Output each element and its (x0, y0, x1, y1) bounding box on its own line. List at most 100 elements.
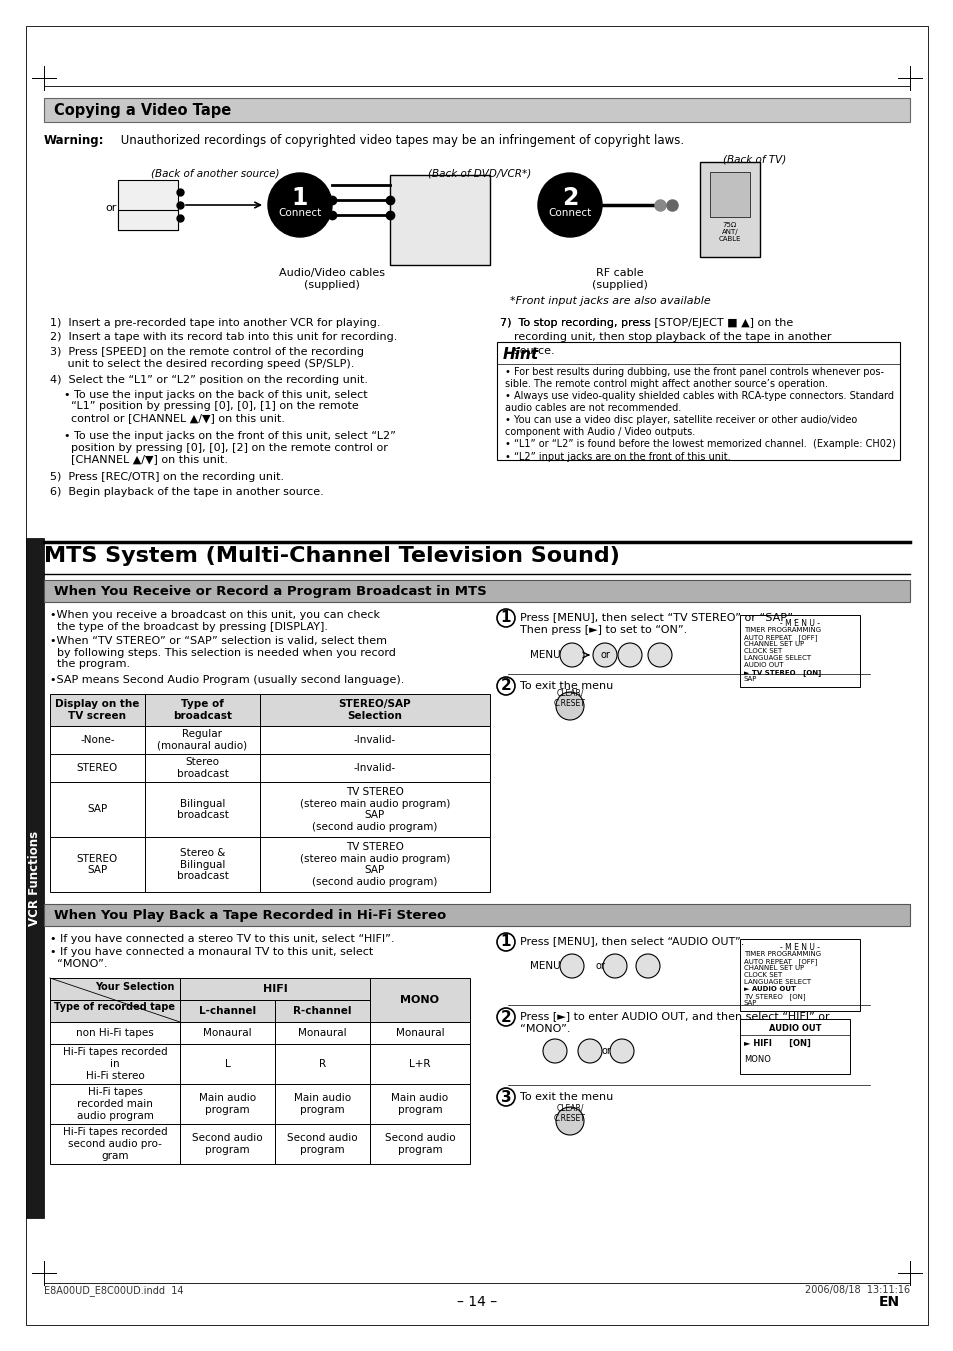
Text: 2: 2 (500, 1009, 511, 1024)
Text: Hi-Fi tapes recorded
second audio pro-
gram: Hi-Fi tapes recorded second audio pro- g… (63, 1127, 167, 1161)
Text: Copying a Video Tape: Copying a Video Tape (54, 103, 231, 118)
Text: Second audio
program: Second audio program (287, 1133, 357, 1155)
Text: R-channel: R-channel (293, 1006, 352, 1016)
Text: Second audio
program: Second audio program (192, 1133, 262, 1155)
Bar (260, 782, 490, 838)
Bar (740, 1019, 849, 1074)
Text: 1)  Insert a pre-recorded tape into another VCR for playing.: 1) Insert a pre-recorded tape into anoth… (50, 317, 380, 328)
Text: ► AUDIO OUT: ► AUDIO OUT (743, 986, 795, 992)
Bar (370, 1124, 470, 1165)
Text: MTS System (Multi-Channel Television Sound): MTS System (Multi-Channel Television Sou… (44, 546, 619, 566)
Text: source.: source. (499, 346, 554, 357)
Text: or: or (595, 961, 604, 971)
Text: MONO: MONO (743, 1055, 770, 1065)
Text: 1: 1 (500, 611, 511, 626)
Text: CLOCK SET: CLOCK SET (743, 648, 781, 654)
Bar (145, 838, 260, 892)
Circle shape (602, 954, 626, 978)
Bar (145, 782, 260, 838)
Text: VCR Functions: VCR Functions (29, 831, 42, 925)
Text: -Invalid-: -Invalid- (354, 763, 395, 773)
Text: STEREO
SAP: STEREO SAP (77, 854, 118, 875)
Text: LANGUAGE SELECT: LANGUAGE SELECT (743, 979, 810, 985)
Text: Stereo
broadcast: Stereo broadcast (176, 757, 228, 778)
Text: Main audio
program: Main audio program (294, 1093, 351, 1115)
Text: CHANNEL SET UP: CHANNEL SET UP (743, 640, 803, 647)
Text: CLOCK SET: CLOCK SET (743, 971, 781, 978)
Text: - M E N U -: - M E N U - (780, 619, 820, 628)
Text: Type of
broadcast: Type of broadcast (172, 700, 232, 721)
Text: Unauthorized recordings of copyrighted video tapes may be an infringement of cop: Unauthorized recordings of copyrighted v… (117, 134, 683, 147)
Bar (370, 978, 470, 1021)
Circle shape (497, 609, 515, 627)
Text: Connect: Connect (548, 208, 591, 218)
Text: – 14 –: – 14 – (456, 1296, 497, 1309)
Bar (50, 1084, 180, 1124)
Circle shape (559, 954, 583, 978)
Circle shape (537, 173, 601, 236)
Circle shape (497, 1008, 515, 1025)
Text: • If you have connected a monaural TV to this unit, select
  “MONO”.: • If you have connected a monaural TV to… (50, 947, 373, 969)
Circle shape (556, 692, 583, 720)
Text: Press [MENU], then select “TV STEREO” or “SAP”.: Press [MENU], then select “TV STEREO” or… (519, 612, 796, 621)
Text: • For best results during dubbing, use the front panel controls whenever pos-
si: • For best results during dubbing, use t… (504, 367, 883, 389)
Text: • If you have connected a stereo TV to this unit, select “HIFI”.: • If you have connected a stereo TV to t… (50, 934, 395, 944)
Bar (44, 580, 909, 603)
Text: • To use the input jacks on the back of this unit, select
      “L1” position by: • To use the input jacks on the back of … (50, 389, 367, 423)
Bar (370, 1044, 470, 1084)
Bar (700, 162, 760, 257)
Bar (145, 694, 260, 725)
Text: When You Receive or Record a Program Broadcast in MTS: When You Receive or Record a Program Bro… (54, 585, 486, 597)
Text: Main audio
program: Main audio program (391, 1093, 448, 1115)
Text: *Front input jacks are also available: *Front input jacks are also available (510, 296, 710, 305)
Text: 7)  To stop recording, press: 7) To stop recording, press (499, 317, 654, 328)
Text: Your Selection: Your Selection (95, 982, 174, 992)
Text: TV STEREO
(stereo main audio program)
SAP
(second audio program): TV STEREO (stereo main audio program) SA… (299, 842, 450, 886)
Text: ► HIFI      [ON]: ► HIFI [ON] (743, 1039, 810, 1048)
Text: Press [MENU], then select “AUDIO OUT”.: Press [MENU], then select “AUDIO OUT”. (519, 936, 743, 946)
Circle shape (497, 1088, 515, 1106)
Text: Monaural: Monaural (203, 1028, 252, 1038)
Text: R: R (318, 1059, 326, 1069)
Text: AUDIO OUT: AUDIO OUT (768, 1024, 821, 1034)
Bar (180, 1124, 274, 1165)
Text: 1: 1 (292, 186, 308, 209)
Bar (274, 1124, 370, 1165)
Text: HIFI: HIFI (262, 984, 287, 994)
Text: 3)  Press [SPEED] on the remote control of the recording
     unit to select the: 3) Press [SPEED] on the remote control o… (50, 347, 364, 369)
Text: (Back of TV): (Back of TV) (722, 154, 786, 163)
Text: AUTO REPEAT   [OFF]: AUTO REPEAT [OFF] (743, 958, 817, 965)
Text: • To use the input jacks on the front of this unit, select “L2”
      position b: • To use the input jacks on the front of… (50, 431, 395, 465)
Bar (118, 180, 178, 230)
Bar (50, 782, 145, 838)
Bar (390, 176, 490, 265)
Circle shape (559, 643, 583, 667)
Text: 2006/08/18  13:11:16: 2006/08/18 13:11:16 (804, 1285, 909, 1296)
Circle shape (497, 934, 515, 951)
Text: MONO: MONO (400, 994, 439, 1005)
Text: • “L1” or “L2” is found before the lowest memorized channel.  (Example: CH02): • “L1” or “L2” is found before the lowes… (504, 439, 895, 449)
Text: LANGUAGE SELECT: LANGUAGE SELECT (743, 655, 810, 661)
Text: E8A00UD_E8C00UD.indd  14: E8A00UD_E8C00UD.indd 14 (44, 1285, 183, 1296)
Bar (274, 1084, 370, 1124)
Text: or: or (599, 650, 609, 661)
Text: To exit the menu: To exit the menu (519, 681, 613, 690)
Text: “MONO”.: “MONO”. (519, 1024, 570, 1034)
Text: Press [►] to enter AUDIO OUT, and then select “HIFI” or: Press [►] to enter AUDIO OUT, and then s… (519, 1011, 829, 1021)
Bar (274, 1044, 370, 1084)
Text: TIMER PROGRAMMING: TIMER PROGRAMMING (743, 627, 821, 634)
Text: Regular
(monaural audio): Regular (monaural audio) (157, 730, 247, 751)
Text: •SAP means Second Audio Program (usually second language).: •SAP means Second Audio Program (usually… (50, 676, 404, 685)
Circle shape (618, 643, 641, 667)
Text: L+R: L+R (409, 1059, 431, 1069)
Text: Second audio
program: Second audio program (384, 1133, 455, 1155)
Bar (50, 838, 145, 892)
Text: 5)  Press [REC/OTR] on the recording unit.: 5) Press [REC/OTR] on the recording unit… (50, 473, 284, 482)
Bar (180, 1000, 274, 1021)
Text: RF cable
(supplied): RF cable (supplied) (592, 267, 647, 289)
Bar (260, 725, 490, 754)
Text: TIMER PROGRAMMING: TIMER PROGRAMMING (743, 951, 821, 957)
Bar (740, 615, 859, 688)
Text: SAP: SAP (743, 676, 757, 682)
Text: ► TV STEREO   [ON]: ► TV STEREO [ON] (743, 669, 821, 676)
